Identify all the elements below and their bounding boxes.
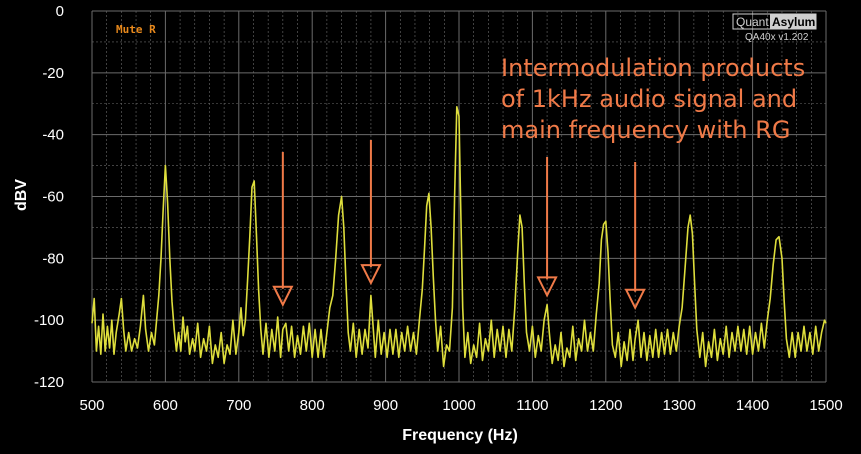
arrow-head <box>360 264 382 286</box>
annotation-arrow <box>536 157 558 298</box>
x-tick-label: 1400 <box>736 397 769 414</box>
x-tick-label: 1100 <box>516 397 548 414</box>
y-tick-labels: 0 -20 -40 -60 -80 -100 -120 <box>34 3 64 391</box>
y-axis-title: dBV <box>13 179 30 211</box>
y-tick-label: -80 <box>42 250 64 267</box>
brand-logo: Quant Asylum QA40x v1.202 <box>732 13 817 43</box>
y-tick-label: -100 <box>34 312 64 329</box>
annotation-arrow <box>360 140 382 286</box>
annotation-line-2: of 1kHz audio signal and <box>501 85 797 113</box>
annotation-text: Intermodulation products of 1kHz audio s… <box>501 54 805 144</box>
x-tick-label: 700 <box>226 397 251 414</box>
x-tick-label: 500 <box>79 397 104 414</box>
y-tick-label: -60 <box>42 189 64 206</box>
arrow-head <box>624 288 646 311</box>
brand-left-text: Quant <box>736 15 769 29</box>
x-axis-title: Frequency (Hz) <box>402 427 518 444</box>
x-tick-labels: 500 600 700 800 900 1000 1100 1200 1300 1400 1500 <box>79 397 842 414</box>
x-tick-label: 900 <box>373 397 398 414</box>
brand-right-text: Asylum <box>772 15 815 29</box>
plot-grid <box>91 10 827 383</box>
annotation-arrow <box>272 152 294 307</box>
version-label: QA40x v1.202 <box>745 32 809 43</box>
y-tick-label: 0 <box>56 3 64 20</box>
mute-label: Mute R <box>116 23 156 36</box>
x-tick-label: 1200 <box>589 397 622 414</box>
x-tick-label: 800 <box>300 397 325 414</box>
y-tick-label: -40 <box>42 127 64 144</box>
annotation-arrow <box>624 162 646 311</box>
x-tick-label: 600 <box>153 397 178 414</box>
x-tick-label: 1500 <box>809 397 842 414</box>
annotation-line-3: main frequency with RG <box>501 116 790 144</box>
arrow-head <box>272 285 294 307</box>
x-tick-label: 1300 <box>663 397 696 414</box>
annotation-arrows <box>272 140 646 311</box>
y-tick-label: -120 <box>34 374 64 391</box>
series-line <box>91 106 827 368</box>
x-tick-label: 1000 <box>442 397 475 414</box>
arrow-head <box>536 276 558 298</box>
annotation-line-1: Intermodulation products <box>501 54 805 82</box>
y-tick-label: -20 <box>42 65 64 82</box>
